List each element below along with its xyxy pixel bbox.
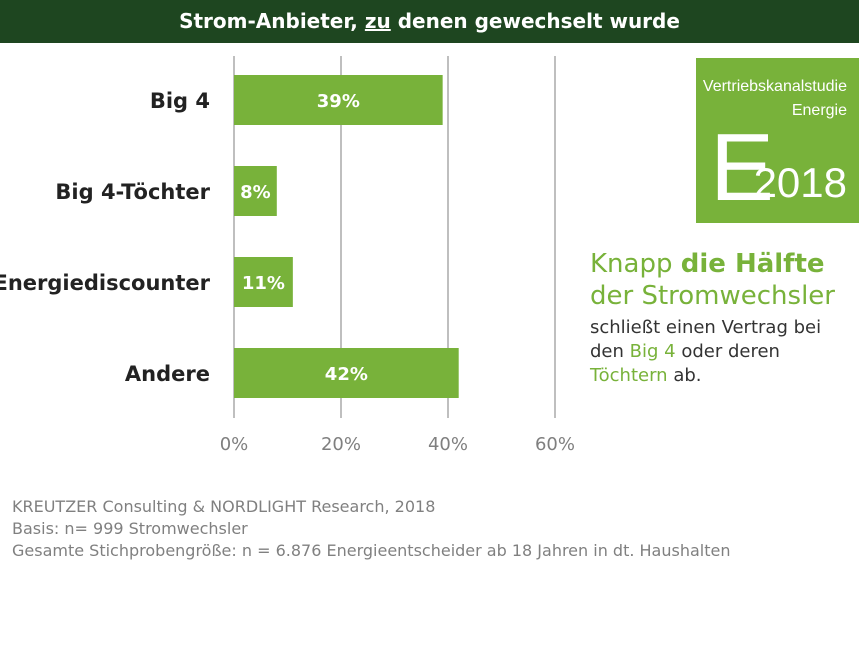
callout-body-2a: den <box>590 341 630 362</box>
bar-value-label: 42% <box>325 364 368 385</box>
title-text-end: denen gewechselt wurde <box>390 9 680 33</box>
callout-body-line2: den Big 4 oder deren <box>590 340 859 364</box>
title-text-underlined: zu <box>364 9 391 33</box>
callout-body: schließt einen Vertrag bei den Big 4 ode… <box>590 316 859 388</box>
badge-line1: Vertriebskanalstudie <box>702 78 847 95</box>
category-label: Andere <box>125 362 210 386</box>
callout-body-2b: Big 4 <box>629 341 676 362</box>
bar <box>234 348 459 398</box>
source-note: KREUTZER Consulting & NORDLIGHT Research… <box>12 496 730 562</box>
source-line1: KREUTZER Consulting & NORDLIGHT Research… <box>12 497 436 516</box>
source-line3: Gesamte Stichprobengröße: n = 6.876 Ener… <box>12 541 731 560</box>
callout-body-line3: Töchtern ab. <box>590 364 859 388</box>
bar-value-label: 8% <box>240 182 271 203</box>
badge-year: 2018 <box>753 159 847 206</box>
title-text-start: Strom-Anbieter, <box>179 9 365 33</box>
callout-headline-1b: die Hälfte <box>680 249 825 279</box>
study-badge: Vertriebskanalstudie Energie E 2018 <box>696 58 859 223</box>
callout-headline-1a: Knapp <box>590 249 681 279</box>
x-tick-label: 60% <box>535 434 575 455</box>
callout-body-2c: oder deren <box>675 341 780 362</box>
bar-value-label: 39% <box>317 91 360 112</box>
bar <box>234 166 277 216</box>
source-line2: Basis: n= 999 Stromwechsler <box>12 519 248 538</box>
callout-body-3b: ab. <box>667 365 702 386</box>
badge-line2: Energie <box>791 102 847 119</box>
x-tick-label: 20% <box>321 434 361 455</box>
callout-headline-1: Knapp die Hälfte <box>590 248 859 280</box>
category-label: Big 4-Töchter <box>55 180 210 204</box>
x-tick-label: 40% <box>428 434 468 455</box>
callout-headline-2: der Stromwechsler <box>590 281 835 311</box>
category-label: Energiediscounter <box>0 271 211 295</box>
category-label: Big 4 <box>150 89 210 113</box>
bar-chart: 0% 20% 40% 60% 39% Big 4 8% Big 4-Töchter 11% Ene… <box>0 56 575 455</box>
chart-title: Strom-Anbieter, zu denen gewechselt wurd… <box>0 0 859 43</box>
badge-letter: E <box>710 114 775 221</box>
bar-value-label: 11% <box>242 273 285 294</box>
callout-body-line1: schließt einen Vertrag bei <box>590 317 822 338</box>
x-tick-label: 0% <box>220 434 249 455</box>
bar <box>234 257 293 307</box>
callout-text: Knapp die Hälfte der Stromwechsler schli… <box>590 248 859 388</box>
bar <box>234 75 443 125</box>
callout-body-3a: Töchtern <box>590 365 668 386</box>
